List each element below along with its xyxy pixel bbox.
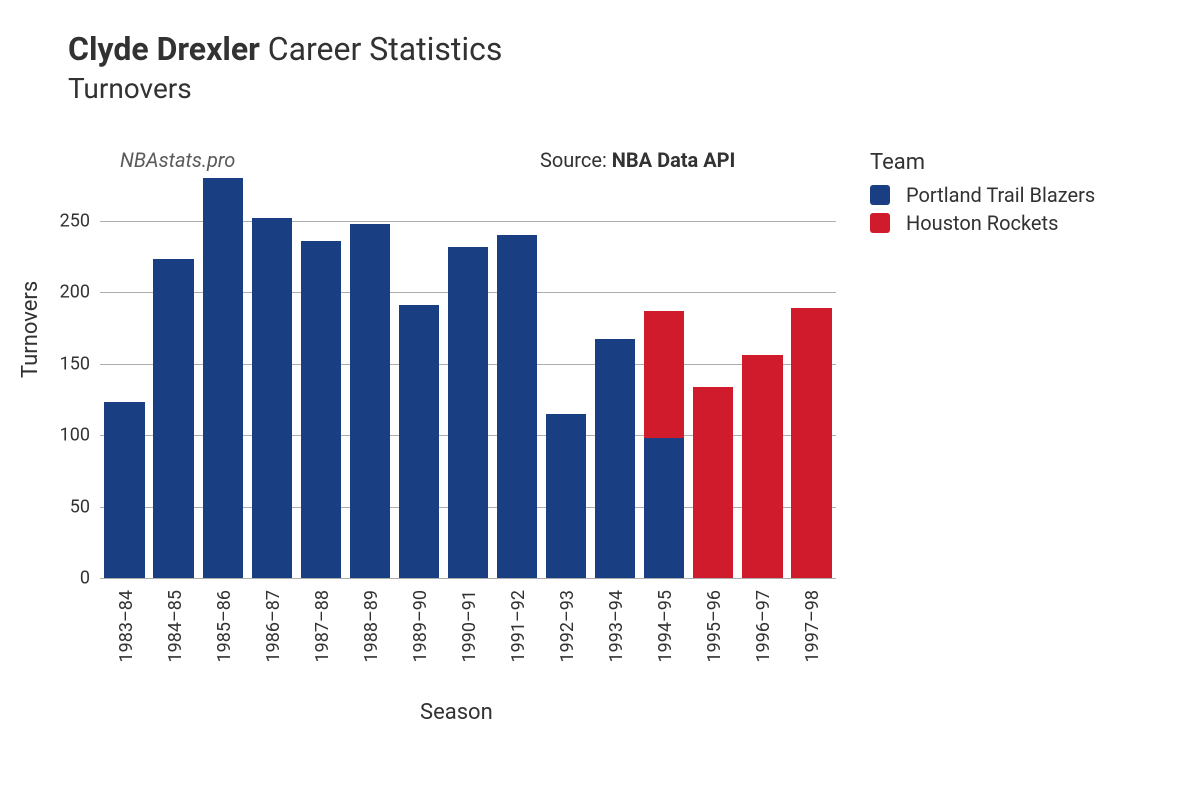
x-axis-label: Season <box>420 700 493 725</box>
x-tick-label: 1997–98 <box>802 590 823 663</box>
x-tick-label: 1993–94 <box>606 590 627 663</box>
y-tick-label: 150 <box>30 353 90 374</box>
legend: Team Portland Trail Blazers Houston Rocke… <box>870 150 1095 239</box>
y-tick-label: 50 <box>30 496 90 517</box>
title-player: Clyde Drexler <box>68 30 260 68</box>
watermark-text: NBAstats.pro <box>120 148 235 172</box>
x-tick-label: 1987–88 <box>312 590 333 663</box>
x-tick-label: 1984–85 <box>165 590 186 663</box>
bar-segment <box>497 235 537 578</box>
bar-segment <box>301 241 341 578</box>
legend-swatch <box>870 185 890 205</box>
title-rest: Career Statistics <box>260 30 503 68</box>
y-tick-label: 200 <box>30 282 90 303</box>
x-tick-label: 1992–93 <box>557 590 578 663</box>
bar-segment <box>448 247 488 578</box>
bar-segment <box>693 387 733 578</box>
legend-title: Team <box>870 150 1095 175</box>
x-tick-label: 1995–96 <box>704 590 725 663</box>
source-attribution: Source: NBA Data API <box>540 148 735 172</box>
source-prefix: Source: <box>540 148 612 172</box>
x-tick-label: 1983–84 <box>116 590 137 663</box>
bar-segment <box>252 218 292 578</box>
source-name: NBA Data API <box>612 148 736 172</box>
gridline <box>100 578 836 579</box>
bar-segment <box>644 311 684 438</box>
bar-segment <box>742 355 782 578</box>
legend-label: Portland Trail Blazers <box>906 183 1095 207</box>
bar-segment <box>104 402 144 578</box>
x-tick-label: 1986–87 <box>263 590 284 663</box>
bar-segment <box>546 414 586 578</box>
x-tick-label: 1994–95 <box>655 590 676 663</box>
chart-title: Clyde Drexler Career Statistics <box>68 30 502 68</box>
x-tick-label: 1990–91 <box>459 590 480 663</box>
y-tick-label: 250 <box>30 210 90 231</box>
y-tick-label: 0 <box>30 568 90 589</box>
bar-segment <box>791 308 831 578</box>
legend-item: Houston Rockets <box>870 211 1095 235</box>
y-tick-label: 100 <box>30 425 90 446</box>
x-tick-label: 1996–97 <box>753 590 774 663</box>
chart-title-block: Clyde Drexler Career Statistics Turnover… <box>68 30 502 105</box>
bar-segment <box>644 438 684 578</box>
x-tick-label: 1988–89 <box>361 590 382 663</box>
bar-segment <box>350 224 390 578</box>
bar-segment <box>203 178 243 578</box>
x-tick-label: 1991–92 <box>508 590 529 663</box>
x-tick-label: 1989–90 <box>410 590 431 663</box>
x-tick-label: 1985–86 <box>214 590 235 663</box>
bar-segment <box>399 305 439 578</box>
legend-swatch <box>870 213 890 233</box>
chart-plot-area <box>100 178 836 578</box>
legend-item: Portland Trail Blazers <box>870 183 1095 207</box>
chart-subtitle: Turnovers <box>68 72 502 105</box>
bar-segment <box>595 339 635 578</box>
bar-segment <box>153 259 193 578</box>
legend-label: Houston Rockets <box>906 211 1058 235</box>
